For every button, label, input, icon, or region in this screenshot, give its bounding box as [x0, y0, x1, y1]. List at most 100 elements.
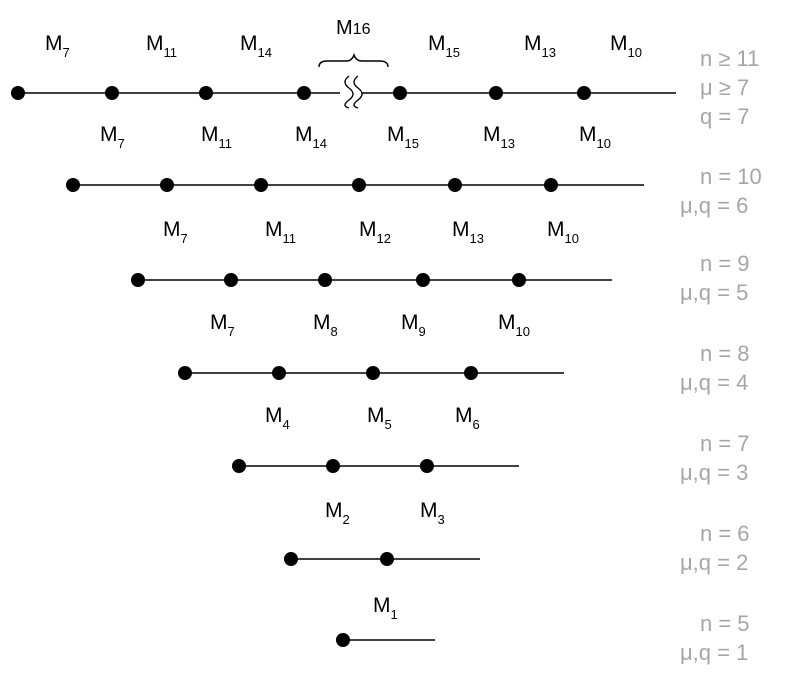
row-n7: n = 7 μ,q = 3 — [232, 431, 750, 485]
row-n10-label-M14-subscript: 14 — [313, 136, 327, 151]
row-n10-label-M7-letter: M — [100, 123, 118, 146]
row-n10-label-M11-letter: M — [201, 123, 219, 146]
break-squiggle-left — [344, 75, 354, 109]
row-n10-node-5 — [448, 178, 462, 192]
row-n7-label-M4-subscript: 4 — [283, 417, 290, 432]
row-n6-side-1: n = 6 — [700, 521, 750, 546]
row-n9-node-2 — [224, 273, 238, 287]
row-n5: n = 5 μ,q = 1 — [336, 611, 750, 665]
row-n11-label-M11: M11 — [146, 32, 177, 60]
row-n9-side-1: n = 9 — [700, 251, 750, 276]
row-n7-side-1: n = 7 — [700, 431, 750, 456]
row-n11-label-M7: M7 — [45, 32, 70, 60]
row-n7-node-3 — [420, 459, 434, 473]
row-n10-label-M10-subscript: 10 — [597, 136, 611, 151]
row-n10-label-M13: M13 — [483, 123, 515, 151]
row-n11-node-4 — [297, 86, 311, 100]
row-n10-node-1 — [66, 178, 80, 192]
row-n8-label-M10: M10 — [498, 311, 530, 339]
row-n10-label-M14-letter: M — [295, 123, 313, 146]
row-n9-side-2: μ,q = 5 — [680, 280, 748, 305]
row-n5-node-1 — [336, 633, 350, 647]
row-n7-label-M6-letter: M — [455, 404, 473, 427]
row-n9-label-M7-subscript: 7 — [181, 231, 188, 246]
row-n10-label-M15: M15 — [387, 123, 419, 151]
row-n11-label-M10-subscript: 10 — [628, 45, 642, 60]
row-n11-side-3: q = 7 — [700, 104, 750, 129]
row-n6-label-M2-subscript: 2 — [343, 512, 350, 527]
row-n8-label-M8-letter: M — [313, 311, 331, 334]
row-n5-label-M1: M1 — [373, 594, 398, 622]
row-n8-label-M10-subscript: 10 — [516, 324, 530, 339]
row-n7-label-M5-letter: M — [367, 404, 385, 427]
row-n10-node-3 — [254, 178, 268, 192]
row-n7-label-M4-letter: M — [265, 404, 283, 427]
row-n10-label-M7-subscript: 7 — [118, 136, 125, 151]
row-n6-node-1 — [284, 552, 298, 566]
row-n11-label-M15-subscript: 15 — [446, 45, 460, 60]
row-n10-node-4 — [352, 178, 366, 192]
row-n10-side-1: n = 10 — [700, 164, 762, 189]
row-n5-label-M1-letter: M — [373, 594, 391, 617]
row-n11-label-M15: M15 — [428, 32, 460, 60]
row-n8-label-M9-letter: M — [401, 311, 419, 334]
row-n10-node-2 — [160, 178, 174, 192]
row-n9-label-M12-subscript: 12 — [377, 231, 391, 246]
row-n8-label-M7: M7 — [210, 311, 235, 339]
row-n7-label-M5: M5 — [367, 404, 392, 432]
row-n11-label-M10: M10 — [610, 32, 642, 60]
row-n9-label-M13-letter: M — [452, 218, 470, 241]
curly-brace — [318, 52, 389, 68]
row-n8-side-2: μ,q = 4 — [680, 370, 748, 395]
row-n11-label-M7-letter: M — [45, 32, 63, 55]
row-n8-side-1: n = 8 — [700, 341, 750, 366]
row-n9-node-4 — [416, 273, 430, 287]
row-n8-node-1 — [178, 366, 192, 380]
row-n9-label-M11-subscript: 11 — [283, 231, 297, 246]
row-n10-node-6 — [544, 178, 558, 192]
row-n8-node-3 — [366, 366, 380, 380]
row-n6-label-M2-letter: M — [325, 499, 343, 522]
row-n9-label-M13-subscript: 13 — [470, 231, 484, 246]
row-n11-side-2: μ ≥ 7 — [700, 75, 749, 100]
row-n7-side-2: μ,q = 3 — [680, 460, 748, 485]
row-n8-label-M8: M8 — [313, 311, 338, 339]
row-n11-node-2 — [105, 86, 119, 100]
row-n9-label-M7-letter: M — [163, 218, 181, 241]
row-n10-label-M13-letter: M — [483, 123, 501, 146]
row-n6-node-2 — [380, 552, 394, 566]
row-n11-label-M14: M14 — [240, 32, 272, 60]
row-n10-side-2: μ,q = 6 — [680, 193, 748, 218]
row-n11-side-1: n ≥ 11 — [700, 46, 759, 71]
row-n9-label-M11-letter: M — [265, 218, 283, 241]
row-n8-label-M10-letter: M — [498, 311, 516, 334]
row-n6-label-M3-subscript: 3 — [438, 512, 445, 527]
row-n11-label-M11-subscript: 11 — [164, 45, 178, 60]
row-n9-label-M13: M13 — [452, 218, 484, 246]
row-n6: n = 6 μ,q = 2 — [284, 521, 750, 575]
break-squiggle-right — [353, 75, 363, 109]
row-n11-label-M11-letter: M — [146, 32, 164, 55]
row-n5-label-M1-subscript: 1 — [391, 607, 398, 622]
row-n9-label-M12-letter: M — [359, 218, 377, 241]
row-n8-node-4 — [464, 366, 478, 380]
line-break-gap — [340, 89, 362, 97]
row-n9-label-M11: M11 — [265, 218, 296, 246]
row-n8-label-M7-letter: M — [210, 311, 228, 334]
row-n10-label-M11-subscript: 11 — [219, 136, 233, 151]
row-n11-label-M13-subscript: 13 — [542, 45, 556, 60]
row-n9-label-M10-letter: M — [547, 218, 565, 241]
label-m16-subscript: 16 — [353, 21, 371, 38]
row-n9-node-5 — [512, 273, 526, 287]
row-n9-node-1 — [131, 273, 145, 287]
row-n10-label-M15-subscript: 15 — [405, 136, 419, 151]
label-m16: M16 — [336, 17, 371, 39]
row-n8-node-2 — [272, 366, 286, 380]
row-n11-label-M13-letter: M — [524, 32, 542, 55]
row-n10-label-M14: M14 — [295, 123, 327, 151]
row-n11: n ≥ 11 μ ≥ 7 q = 7 — [11, 46, 759, 129]
row-n8-label-M9: M9 — [401, 311, 426, 339]
row-n6-side-2: μ,q = 2 — [680, 550, 748, 575]
row-n8-label-M7-subscript: 7 — [228, 324, 235, 339]
row-n11-label-M15-letter: M — [428, 32, 446, 55]
